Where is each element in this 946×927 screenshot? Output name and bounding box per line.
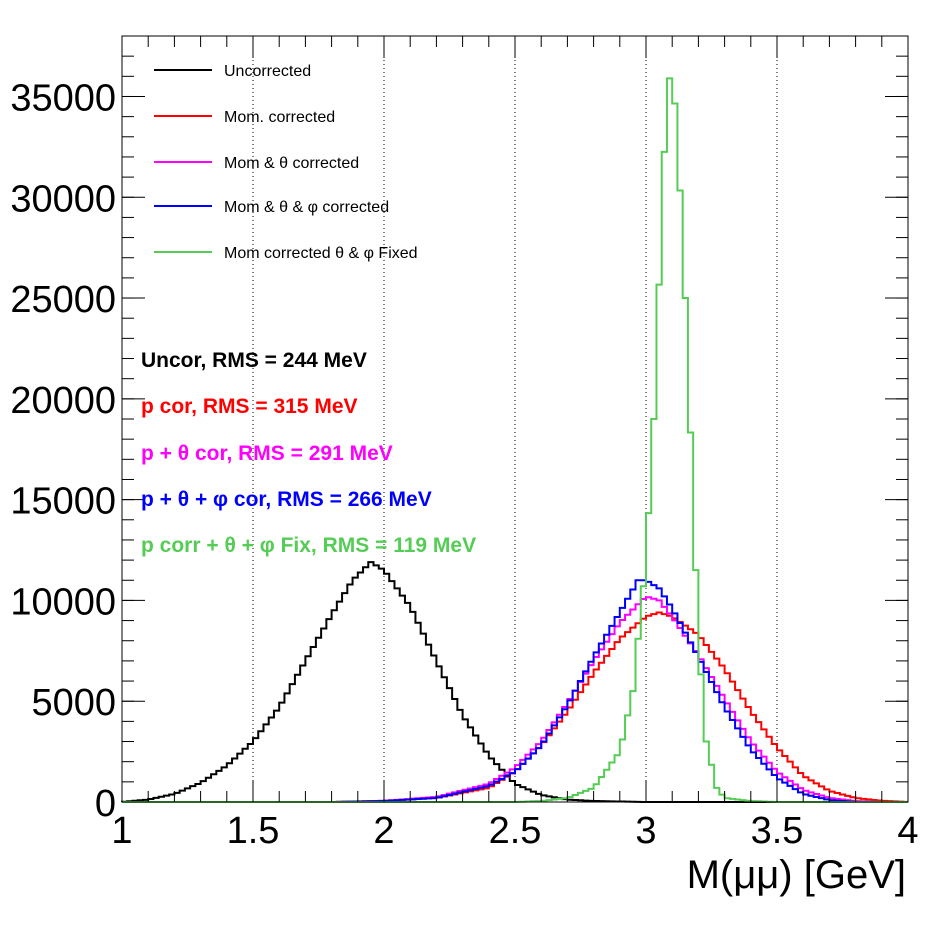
y-tick-label-4: 20000 — [10, 380, 116, 422]
x-tick-label-4: 3 — [635, 810, 656, 852]
y-tick-label-6: 30000 — [10, 178, 116, 220]
legend-label-3: Mom & θ & φ corrected — [224, 199, 389, 216]
y-tick-label-3: 15000 — [10, 481, 116, 523]
rms-annotations: Uncor, RMS = 244 MeV p cor, RMS = 315 MeV… — [141, 349, 476, 557]
y-tick-label-5: 25000 — [10, 279, 116, 321]
x-tick-label-5: 3.5 — [751, 810, 804, 852]
x-tick-label-1: 1.5 — [227, 810, 280, 852]
rms-label-3: p + θ + φ cor, RMS = 266 MeV — [141, 488, 432, 511]
legend: Uncorrected Mom. corrected Mom & θ correct… — [154, 63, 418, 262]
x-tick-label-6: 4 — [897, 810, 918, 852]
x-axis-label: M(μμ) [GeV] — [687, 853, 906, 897]
x-tick-label-2: 2 — [373, 810, 394, 852]
rms-label-4: p corr + θ + φ Fix, RMS = 119 MeV — [141, 534, 476, 557]
tick-layer: 1 1.5 2 2.5 3 3.5 4 0 5000 10000 15000 20000 25000 30… — [10, 35, 919, 852]
rms-label-1: p cor, RMS = 315 MeV — [141, 395, 358, 418]
y-tick-label-7: 35000 — [10, 77, 116, 119]
x-tick-label-3: 2.5 — [489, 810, 542, 852]
legend-label-1: Mom. corrected — [224, 109, 335, 126]
rms-label-2: p + θ cor, RMS = 291 MeV — [141, 442, 393, 465]
legend-label-4: Mom corrected θ & φ Fixed — [224, 245, 418, 262]
y-tick-label-0: 0 — [95, 783, 116, 825]
x-tick-label-0: 1 — [111, 810, 132, 852]
rms-label-0: Uncor, RMS = 244 MeV — [141, 349, 367, 372]
legend-label-0: Uncorrected — [224, 63, 311, 80]
y-tick-label-1: 5000 — [31, 682, 116, 724]
y-tick-label-2: 10000 — [10, 581, 116, 623]
legend-label-2: Mom & θ corrected — [224, 155, 359, 172]
